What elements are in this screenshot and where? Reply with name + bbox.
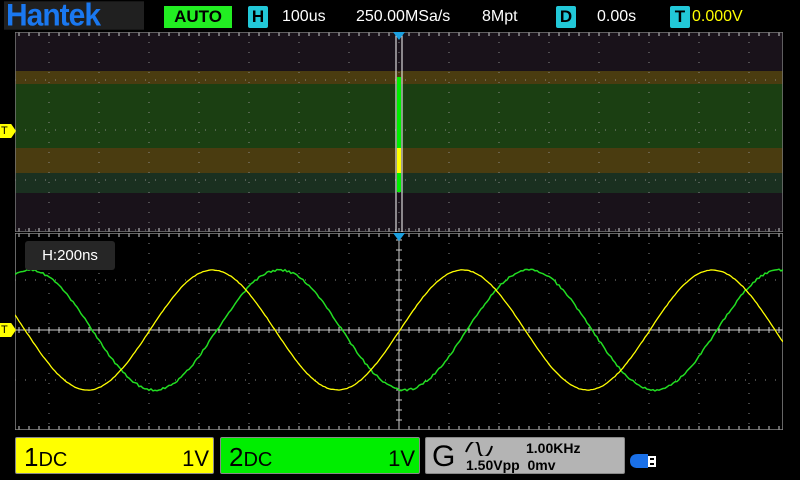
- ch1-info-box[interactable]: 1DC 1V: [15, 437, 214, 474]
- sine-wave-icon: [464, 442, 494, 456]
- generator-info-box[interactable]: G 1.00KHz 1.50Vpp 0mv: [425, 437, 625, 474]
- generator-offset: 0mv: [527, 457, 555, 473]
- hantek-logo: Hantek: [4, 1, 144, 29]
- run-mode-button[interactable]: AUTO: [164, 6, 232, 28]
- overview-waveform-panel[interactable]: [15, 32, 783, 232]
- ch2-number: 2: [229, 442, 243, 472]
- ch2-scale: 1V: [388, 446, 415, 472]
- window-top-arrow-icon: [393, 32, 405, 40]
- sample-rate-value: 250.00MSa/s: [356, 6, 450, 28]
- ch2-coupling: DC: [243, 449, 272, 471]
- generator-label: G: [432, 441, 455, 473]
- ch2-info-box[interactable]: 2DC 1V: [220, 437, 420, 474]
- generator-frequency: 1.00KHz: [526, 440, 580, 456]
- generator-amplitude: 1.50Vpp: [466, 457, 520, 473]
- zoom-timebase-label: H:200ns: [25, 241, 115, 270]
- main-waveform-display[interactable]: [15, 233, 783, 430]
- delay-value[interactable]: 0.00s: [597, 6, 636, 28]
- trigger-level-marker[interactable]: T: [0, 323, 16, 337]
- trigger-position-arrow-icon[interactable]: [393, 233, 405, 241]
- ch1-coupling: DC: [38, 449, 67, 471]
- horizontal-badge[interactable]: H: [248, 6, 268, 28]
- trigger-level-value[interactable]: 0.000V: [692, 6, 743, 28]
- usb-drive-icon: [630, 452, 658, 470]
- ch1-number: 1: [24, 442, 38, 472]
- ch1-scale: 1V: [182, 446, 209, 472]
- timebase-value[interactable]: 100us: [282, 6, 326, 28]
- delay-badge[interactable]: D: [556, 6, 576, 28]
- trigger-badge[interactable]: T: [670, 6, 690, 28]
- overview-trigger-level-marker[interactable]: T: [0, 124, 16, 138]
- memory-depth-value[interactable]: 8Mpt: [482, 6, 518, 28]
